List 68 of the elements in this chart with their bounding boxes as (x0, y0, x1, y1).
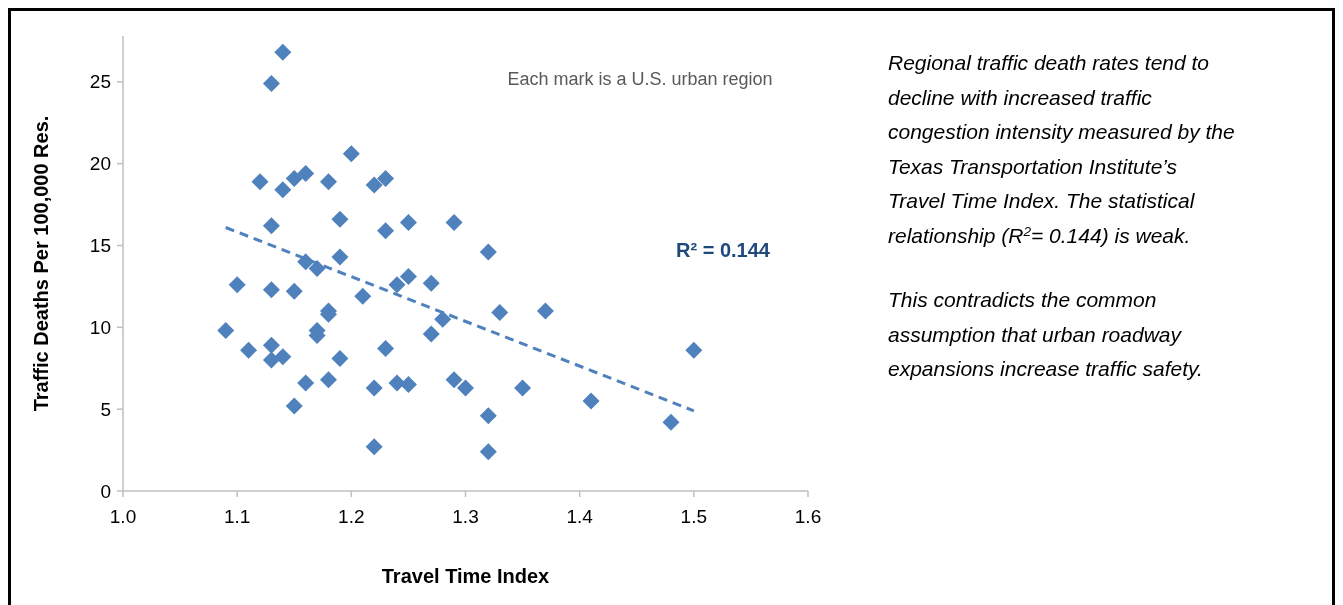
point (262, 351, 280, 369)
point (308, 259, 326, 277)
x-axis-title: Travel Time Index (381, 565, 550, 587)
y-axis-title: Traffic Deaths Per 100,000 Res. (30, 115, 52, 412)
point (320, 173, 337, 191)
point (399, 214, 417, 232)
x-tick-label: 1.2 (338, 506, 365, 527)
point (479, 443, 497, 461)
point (354, 287, 372, 305)
point (365, 176, 383, 194)
point (582, 392, 600, 410)
annotation: R² = 0.144 (676, 239, 771, 261)
point (262, 217, 280, 235)
y-tick-label: 0 (100, 480, 111, 502)
point (422, 274, 440, 292)
point (399, 268, 417, 286)
point (297, 374, 315, 392)
point (274, 43, 292, 61)
text: Regional traffic death rates tend to decline with increased traffic congestion intensity measured by the Texas Transportation Institute’s Travel Time Index. The statistical relationship (R$^{2}$= 0.144) is weak. (888, 51, 1235, 247)
y-tick-label: 25 (89, 71, 111, 93)
y-tick-label: 20 (89, 153, 111, 175)
point (479, 243, 497, 261)
x-tick-label: 1.6 (794, 506, 822, 527)
x-tick-label: 1.3 (452, 506, 479, 527)
point (240, 341, 258, 359)
x-tick-label: 1.4 (566, 506, 594, 527)
point (457, 379, 474, 397)
point (274, 348, 292, 366)
point (445, 214, 463, 232)
point (262, 336, 280, 354)
point (217, 322, 235, 340)
point (365, 438, 383, 456)
y-tick-label: 10 (89, 316, 111, 338)
point (388, 276, 406, 294)
point (662, 413, 680, 431)
point (331, 248, 349, 266)
point (365, 379, 383, 397)
point (685, 341, 703, 359)
x-tick-label: 1.5 (680, 506, 708, 527)
point (422, 325, 440, 343)
point (377, 340, 395, 358)
point (262, 281, 280, 299)
y-tick-label: 5 (100, 398, 111, 420)
point (320, 371, 337, 389)
x-tick-label: 1.0 (109, 506, 137, 527)
point (251, 173, 269, 191)
point (491, 304, 509, 322)
point (434, 310, 452, 328)
point (342, 145, 360, 163)
point (297, 164, 315, 182)
point (331, 210, 349, 228)
point (445, 371, 463, 389)
point (377, 222, 395, 240)
point (514, 379, 532, 397)
annotation: Each mark is a U.S. urban region (507, 69, 773, 89)
point (377, 169, 395, 187)
point (285, 169, 303, 187)
x-tick-label: 1.1 (223, 506, 251, 527)
point (228, 276, 246, 294)
point (285, 282, 303, 300)
point (536, 302, 554, 320)
point (262, 74, 280, 92)
point (479, 407, 497, 425)
point (285, 397, 303, 415)
point (331, 349, 349, 367)
text: This contradicts the common assumption that urban roadway expansions increase traffic safety. (888, 288, 1203, 380)
y-tick-label: 15 (89, 235, 111, 257)
point (274, 181, 292, 199)
